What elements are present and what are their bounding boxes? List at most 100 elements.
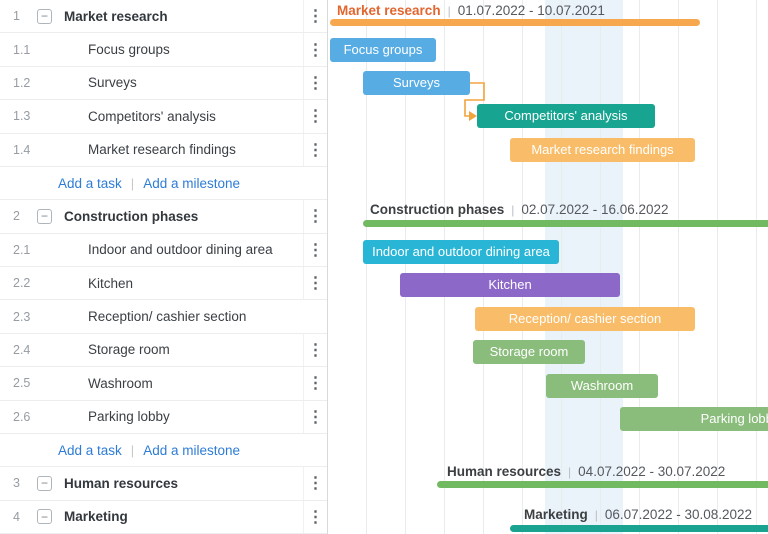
summary-dates: 04.07.2022 - 30.07.2022 <box>578 464 726 479</box>
summary-name: Human resources <box>447 464 562 479</box>
collapse-icon[interactable]: − <box>37 8 52 24</box>
gantt-bar-parking-lobby[interactable]: Parking lobby <box>620 407 768 431</box>
add-task-link[interactable]: Add a task <box>58 442 122 458</box>
collapse-icon[interactable]: − <box>37 509 52 525</box>
gantt-bar-focus-groups[interactable]: Focus groups <box>330 38 436 62</box>
kebab-menu-icon[interactable]: ⋮ <box>303 367 327 400</box>
gantt-bar-competitors-analysis[interactable]: Competitors' analysis <box>477 104 655 128</box>
add-links-separator: | <box>130 442 135 458</box>
task-number: 2.4 <box>13 342 31 357</box>
kebab-menu-icon[interactable]: ⋮ <box>303 66 327 100</box>
gantt-bar-market-research-findings[interactable]: Market research findings <box>510 138 695 162</box>
add-milestone-link[interactable]: Add a milestone <box>143 175 240 191</box>
task-number: 2.3 <box>13 309 31 324</box>
kebab-menu-icon[interactable]: ⋮ <box>303 0 327 33</box>
gantt-bar-indoor-outdoor-dining[interactable]: Indoor and outdoor dining area <box>363 240 559 264</box>
task-number: 1.1 <box>13 42 31 57</box>
gantt-bar-washroom[interactable]: Washroom <box>546 374 658 398</box>
kebab-menu-icon[interactable]: ⋮ <box>303 233 327 266</box>
kebab-menu-icon[interactable]: ⋮ <box>303 467 327 500</box>
gantt-bar-surveys[interactable]: Surveys <box>363 71 470 95</box>
task-row-human-resources[interactable]: 3 − Human resources ⋮ <box>0 467 327 501</box>
task-name: Market research <box>64 8 168 24</box>
task-number: 2.6 <box>13 409 31 424</box>
summary-dates: 06.07.2022 - 30.08.2022 <box>604 507 753 522</box>
add-milestone-link[interactable]: Add a milestone <box>143 442 240 458</box>
kebab-menu-icon[interactable]: ⋮ <box>303 133 327 166</box>
summary-label-market-research: Market research | 01.07.2022 - 10.07.2021 <box>337 3 605 18</box>
task-row-parking-lobby[interactable]: 2.6 Parking lobby ⋮ <box>0 400 327 434</box>
task-number: 1.3 <box>13 109 31 124</box>
summary-name: Construction phases <box>370 202 505 217</box>
summary-separator: | <box>594 508 598 522</box>
task-name: Surveys <box>88 75 137 91</box>
task-row-kitchen[interactable]: 2.2 Kitchen ⋮ <box>0 267 327 301</box>
summary-name: Marketing <box>524 507 588 522</box>
summary-label-human-resources: Human resources | 04.07.2022 - 30.07.2022 <box>447 464 725 479</box>
task-row-competitors-analysis[interactable]: 1.3 Competitors' analysis ⋮ <box>0 100 327 134</box>
dependency-arrow <box>464 82 485 121</box>
collapse-icon[interactable]: − <box>37 475 52 491</box>
task-row-indoor-outdoor-dining[interactable]: 2.1 Indoor and outdoor dining area ⋮ <box>0 233 327 267</box>
gantt-bar-storage-room[interactable]: Storage room <box>473 340 585 364</box>
summary-bar-market-research[interactable] <box>330 19 700 26</box>
kebab-menu-icon[interactable]: ⋮ <box>303 333 327 367</box>
summary-separator: | <box>447 4 451 18</box>
task-row-market-research-findings[interactable]: 1.4 Market research findings ⋮ <box>0 133 327 167</box>
task-number: 2.5 <box>13 376 31 391</box>
task-name: Focus groups <box>88 42 170 58</box>
summary-separator: | <box>511 203 515 217</box>
summary-dates: 01.07.2022 - 10.07.2021 <box>457 3 605 18</box>
task-name: Reception/ cashier section <box>88 309 247 325</box>
task-row-storage-room[interactable]: 2.4 Storage room ⋮ <box>0 333 327 368</box>
task-number: 4 <box>13 509 20 524</box>
task-name: Competitors' analysis <box>88 108 216 124</box>
kebab-menu-icon[interactable]: ⋮ <box>303 100 327 133</box>
kebab-menu-icon[interactable]: ⋮ <box>303 33 327 66</box>
task-name: Human resources <box>64 475 179 491</box>
summary-dates: 02.07.2022 - 16.06.2022 <box>521 202 669 217</box>
task-row-market-research[interactable]: 1 − Market research ⋮ <box>0 0 327 34</box>
kebab-menu-icon[interactable]: ⋮ <box>303 200 327 233</box>
summary-label-marketing: Marketing | 06.07.2022 - 30.08.2022 <box>524 507 752 522</box>
task-number: 2.2 <box>13 276 31 291</box>
kebab-menu-icon[interactable]: ⋮ <box>303 267 327 300</box>
add-actions-row: Add a task | Add a milestone <box>0 433 327 468</box>
task-name: Market research findings <box>88 142 236 158</box>
kebab-menu-icon[interactable]: ⋮ <box>303 400 327 433</box>
task-name: Parking lobby <box>88 409 170 425</box>
task-number: 1.4 <box>13 142 31 157</box>
task-row-reception-cashier[interactable]: 2.3 Reception/ cashier section <box>0 300 327 334</box>
kebab-menu-icon[interactable]: ⋮ <box>303 500 327 533</box>
task-row-focus-groups[interactable]: 1.1 Focus groups ⋮ <box>0 33 327 67</box>
task-number: 1 <box>13 9 20 24</box>
task-number: 1.2 <box>13 75 31 90</box>
task-row-marketing[interactable]: 4 − Marketing ⋮ <box>0 500 327 534</box>
summary-separator: | <box>568 465 572 479</box>
gantt-bar-kitchen[interactable]: Kitchen <box>400 273 620 297</box>
task-number: 2.1 <box>13 242 31 257</box>
task-list-panel: 1 − Market research ⋮ 1.1 Focus groups ⋮… <box>0 0 328 534</box>
summary-bar-construction-phases[interactable] <box>363 220 768 227</box>
summary-name: Market research <box>337 3 441 18</box>
summary-bar-marketing[interactable] <box>510 525 768 532</box>
task-name: Indoor and outdoor dining area <box>88 242 273 258</box>
task-name: Marketing <box>64 509 128 525</box>
task-number: 2 <box>13 209 20 224</box>
task-name: Storage room <box>88 342 170 358</box>
task-name: Washroom <box>88 375 153 391</box>
task-number: 3 <box>13 476 20 491</box>
add-task-link[interactable]: Add a task <box>58 175 122 191</box>
summary-label-construction-phases: Construction phases | 02.07.2022 - 16.06.2… <box>370 202 669 217</box>
task-row-construction-phases[interactable]: 2 − Construction phases ⋮ <box>0 200 327 234</box>
task-row-surveys[interactable]: 1.2 Surveys ⋮ <box>0 66 327 101</box>
task-name: Construction phases <box>64 208 199 224</box>
collapse-icon[interactable]: − <box>37 208 52 224</box>
gantt-bar-reception-cashier[interactable]: Reception/ cashier section <box>475 307 695 331</box>
task-row-washroom[interactable]: 2.5 Washroom ⋮ <box>0 367 327 401</box>
add-actions-row: Add a task | Add a milestone <box>0 166 327 201</box>
summary-bar-human-resources[interactable] <box>437 481 768 488</box>
gantt-chart: Market research | 01.07.2022 - 10.07.2021 … <box>328 0 768 534</box>
add-links-separator: | <box>130 175 135 191</box>
